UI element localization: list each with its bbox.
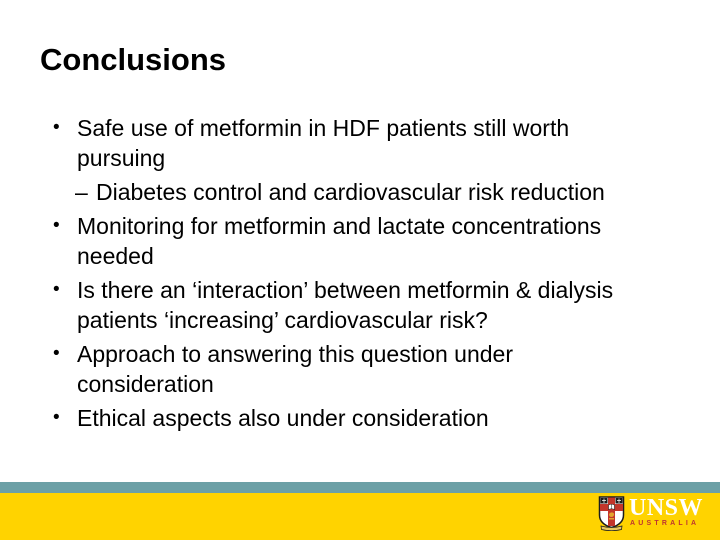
slide-title: Conclusions bbox=[40, 42, 227, 77]
bullet-item: • Monitoring for metformin and lactate co… bbox=[40, 211, 688, 271]
bullet-dash-icon: – bbox=[75, 179, 88, 205]
bullet-text: Approach to answering this question unde… bbox=[77, 341, 514, 397]
footer-gold-band: UNSW AUSTRALIA bbox=[0, 493, 720, 540]
bullet-text: Diabetes control and cardiovascular risk… bbox=[96, 179, 605, 205]
bullet-dot-icon: • bbox=[53, 279, 60, 300]
bullet-item: • Safe use of metformin in HDF patients s… bbox=[40, 113, 688, 173]
footer-teal-stripe bbox=[0, 482, 720, 493]
bullet-item: • Ethical aspects also under consideratio… bbox=[40, 403, 688, 433]
bullet-text: Is there an ‘interaction’ between metfor… bbox=[77, 277, 614, 333]
bullet-item: • Is there an ‘interaction’ between metfo… bbox=[40, 275, 688, 335]
bullet-list: • Safe use of metformin in HDF patients s… bbox=[40, 113, 688, 437]
bullet-item: • Approach to answering this question und… bbox=[40, 339, 688, 399]
unsw-tagline: AUSTRALIA bbox=[630, 520, 700, 527]
bullet-dot-icon: • bbox=[53, 117, 60, 138]
unsw-wordmark: UNSW bbox=[629, 495, 704, 521]
bullet-dot-icon: • bbox=[53, 215, 60, 236]
bullet-text: Monitoring for metformin and lactate con… bbox=[77, 213, 602, 269]
bullet-text: Safe use of metformin in HDF patients st… bbox=[77, 115, 570, 171]
bullet-dot-icon: • bbox=[53, 343, 60, 364]
bullet-dot-icon: • bbox=[53, 407, 60, 428]
unsw-crest-icon bbox=[598, 496, 625, 531]
bullet-text: Ethical aspects also under consideration bbox=[77, 405, 489, 431]
sub-bullet-item: – Diabetes control and cardiovascular ris… bbox=[40, 177, 688, 207]
